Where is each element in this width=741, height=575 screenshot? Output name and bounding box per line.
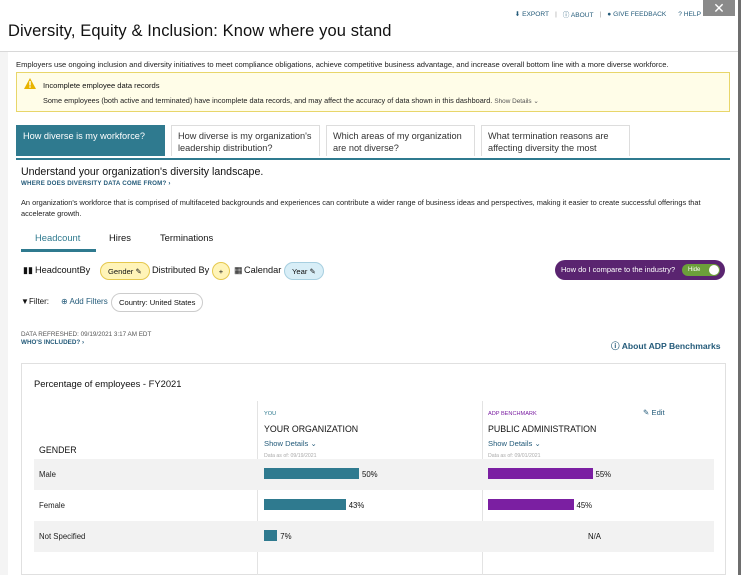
chevron-down-icon: ⌄: [533, 98, 539, 105]
org-bar: [264, 468, 359, 479]
org-bar: [264, 499, 346, 510]
tab-hires[interactable]: Hires: [109, 232, 131, 243]
hide-switch[interactable]: Hide: [682, 264, 720, 276]
metric-subtabs: Headcount Hires Terminations: [21, 230, 726, 252]
section-title: Understand your organization's diversity…: [21, 166, 264, 178]
warning-text: Some employees (both active and terminat…: [43, 96, 539, 105]
calendar-label: Calendar: [244, 265, 282, 275]
whos-included-link[interactable]: WHO'S INCLUDED? ›: [21, 339, 85, 346]
filter-icon: ▼: [21, 297, 29, 306]
org-data-date: Data as of: 09/19/2021: [264, 453, 317, 459]
card-title: Percentage of employees - FY2021: [34, 378, 182, 389]
tab-headcount[interactable]: Headcount: [35, 232, 81, 243]
org-show-details[interactable]: Show Details ⌄: [264, 439, 317, 448]
distributed-by-label: Distributed By: [152, 265, 210, 275]
edit-benchmark-button[interactable]: ✎ Edit: [643, 408, 665, 417]
pencil-icon: ✎: [135, 267, 142, 276]
benchmark-data-date: Data as of: 09/01/2021: [488, 453, 541, 459]
percentage-card: Percentage of employees - FY2021 YOU YOU…: [21, 363, 726, 575]
gender-label: Male: [39, 470, 56, 479]
benchmark-value: 55%: [595, 470, 612, 479]
section-description: An organization's workforce that is comp…: [21, 198, 701, 218]
benchmark-value: N/A: [588, 532, 601, 541]
data-source-link[interactable]: WHERE DOES DIVERSITY DATA COME FROM? ›: [21, 180, 171, 187]
table-row: Not Specified 7% N/A: [34, 521, 714, 552]
refresh-info: DATA REFRESHED: 09/19/2021 3:17 AM EDT W…: [21, 331, 151, 347]
tab-workforce[interactable]: How diverse is my workforce?: [16, 125, 165, 156]
industry-compare-toggle[interactable]: How do I compare to the industry? Hide: [555, 260, 725, 280]
filter-label: Filter:: [29, 297, 49, 306]
add-distribution-button[interactable]: +: [212, 262, 230, 280]
pencil-icon: ✎: [309, 267, 316, 276]
show-details-link[interactable]: Show Details ⌄: [494, 98, 539, 105]
tab-leadership[interactable]: How diverse is my organization's leaders…: [171, 125, 320, 156]
headcount-by-label: HeadcountBy: [35, 265, 91, 275]
gender-pill[interactable]: Gender ✎: [100, 262, 150, 280]
benchmark-column-head: PUBLIC ADMINISTRATION: [488, 424, 597, 434]
tab-not-diverse[interactable]: Which areas of my organization are not d…: [326, 125, 475, 156]
warning-icon: [24, 78, 36, 89]
about-link[interactable]: ⓘ ABOUT: [562, 12, 594, 19]
gender-label: Not Specified: [39, 532, 86, 541]
year-pill[interactable]: Year ✎: [284, 262, 324, 280]
pencil-icon: ✎: [643, 408, 650, 417]
warning-title: Incomplete employee data records: [43, 81, 160, 90]
benchmark-value: 45%: [576, 501, 593, 510]
warning-banner: Incomplete employee data records Some em…: [16, 72, 730, 112]
org-value: 50%: [362, 470, 378, 479]
feedback-link[interactable]: ● GIVE FEEDBACK: [607, 10, 667, 18]
gender-column-head: GENDER: [39, 445, 77, 455]
top-links: ⬇ EXPORT | ⓘ ABOUT | ● GIVE FEEDBACK ? H…: [514, 9, 701, 20]
active-tab-indicator: [21, 249, 96, 252]
you-label: YOU: [264, 411, 277, 417]
separator: |: [555, 10, 557, 18]
benchmark-show-details[interactable]: Show Details ⌄: [488, 439, 541, 448]
benchmark-bar: [488, 499, 574, 510]
bar-chart-icon: ▮▮: [23, 265, 34, 275]
table-row: Male 50% 55%: [34, 459, 714, 490]
chevron-down-icon: ⌄: [310, 439, 317, 448]
tab-termination[interactable]: What termination reasons are affecting d…: [481, 125, 630, 156]
export-link[interactable]: ⬇ EXPORT: [514, 11, 550, 18]
add-filters-button[interactable]: ⊕ Add Filters: [61, 297, 108, 306]
about-benchmarks-link[interactable]: ⓘ About ADP Benchmarks: [611, 341, 721, 351]
org-bar: [264, 530, 278, 541]
org-value: 43%: [348, 501, 365, 510]
table-row: Female 43% 45%: [34, 490, 714, 521]
question-tabs: How diverse is my workforce? How diverse…: [16, 125, 730, 160]
benchmark-bar: [488, 468, 593, 479]
main-content: Employers use ongoing inclusion and dive…: [8, 52, 738, 575]
filter-row: ▼ Filter: ⊕ Add Filters Country: United …: [21, 293, 421, 313]
chart-controls: ▮▮ HeadcountBy Gender ✎ Distributed By +…: [21, 262, 726, 282]
gender-label: Female: [39, 501, 65, 510]
tab-terminations[interactable]: Terminations: [160, 232, 214, 243]
org-column-head: YOUR ORGANIZATION: [264, 424, 359, 434]
switch-knob: [709, 265, 719, 275]
help-link[interactable]: ? HELP: [678, 10, 701, 18]
country-filter-chip[interactable]: Country: United States: [111, 293, 204, 312]
org-value: 7%: [280, 532, 292, 541]
chevron-down-icon: ⌄: [534, 439, 541, 448]
calendar-icon: ▦: [234, 265, 243, 275]
intro-text: Employers use ongoing inclusion and dive…: [16, 60, 669, 69]
header: ⬇ EXPORT | ⓘ ABOUT | ● GIVE FEEDBACK ? H…: [0, 0, 738, 52]
info-icon: ⓘ: [611, 341, 620, 351]
refresh-text: DATA REFRESHED: 09/19/2021 3:17 AM EDT: [21, 331, 152, 338]
page-title: Diversity, Equity & Inclusion: Know wher…: [8, 22, 392, 40]
benchmark-label: ADP BENCHMARK: [488, 411, 537, 417]
close-icon[interactable]: ✕: [703, 0, 735, 16]
separator: |: [599, 10, 602, 18]
